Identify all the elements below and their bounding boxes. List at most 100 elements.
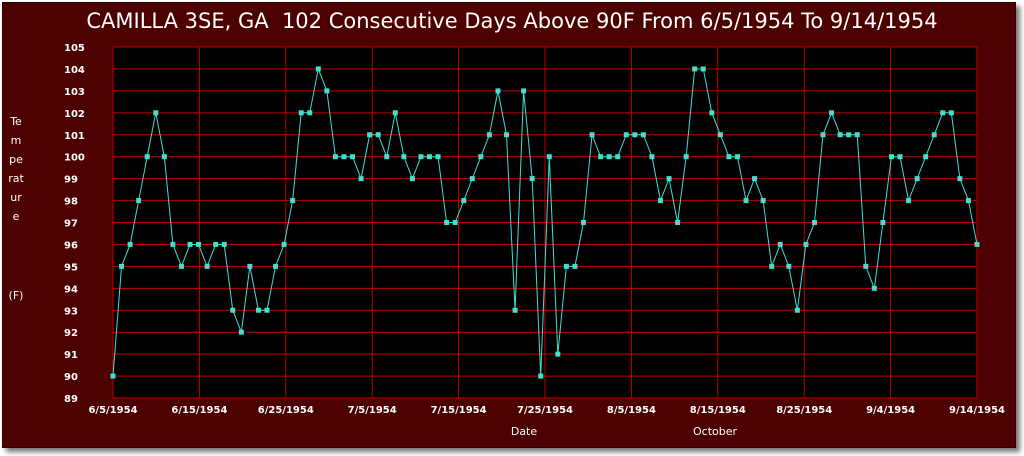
data-point [324,88,330,94]
y-tick-label: 99 [64,175,78,186]
data-point [666,176,672,182]
data-point [615,154,621,160]
data-point [734,154,740,160]
data-point [957,176,963,182]
data-point [598,154,604,160]
data-point [854,132,860,138]
data-point [461,198,467,204]
data-point [940,110,946,116]
data-point [726,154,732,160]
data-point [777,241,783,247]
x-tick-label: 6/25/1954 [258,405,314,416]
data-point [367,132,373,138]
data-point [974,241,980,247]
data-point [717,132,723,138]
y-tick-label: 94 [64,284,78,295]
data-point [290,198,296,204]
data-point [161,154,167,160]
data-point [247,263,253,269]
data-point [127,241,133,247]
data-point [880,220,886,225]
data-point [546,154,552,160]
y-tick-label: 95 [64,262,78,273]
y-tick-label: 91 [64,350,78,361]
data-point [863,263,869,269]
data-point [931,132,937,138]
data-point [119,263,125,269]
x-tick-label: 8/25/1954 [776,405,832,416]
data-point [572,263,578,269]
data-point [255,307,261,313]
data-point [204,263,210,269]
x-tick-label: 8/15/1954 [690,405,746,416]
data-point [444,220,450,225]
data-point [307,110,313,116]
data-point [923,154,929,160]
data-point [332,154,338,160]
data-point [700,66,706,72]
data-point [632,132,638,138]
data-point [657,198,663,204]
y-tick-label: 96 [64,240,78,251]
data-point [350,154,356,160]
x-tick-label: 7/25/1954 [517,405,573,416]
data-point [478,154,484,160]
data-point [965,198,971,204]
y-tick-label: 101 [64,131,85,142]
data-point [504,132,510,138]
data-point [820,132,826,138]
y-axis-unit: (F) [8,289,24,302]
x-tick-label: 9/4/1954 [866,405,915,416]
data-point [221,241,227,247]
data-point [538,373,544,379]
y-tick-label: 103 [64,87,85,98]
data-point [375,132,381,138]
y-axis-label: Temperature [8,115,24,223]
data-point [401,154,407,160]
data-point [948,110,954,116]
chart-title: CAMILLA 3SE, GA 102 Consecutive Days Abo… [86,9,938,33]
data-point [341,154,347,160]
data-point [187,241,193,247]
series-line [112,67,978,377]
data-point [196,241,202,247]
data-point [709,110,715,116]
data-point [315,66,321,72]
data-point [752,176,758,182]
data-point [580,220,586,225]
x-tick-label: 7/5/1954 [348,405,397,416]
y-tick-label: 100 [64,153,85,164]
data-point [427,154,433,160]
y-tick-label: 104 [64,65,85,76]
y-tick-label: 105 [64,43,85,54]
data-point [871,285,877,291]
data-point [281,241,287,247]
data-point [786,263,792,269]
data-point [358,176,364,182]
data-point [683,154,689,160]
data-point [392,110,398,116]
data-point [264,307,270,313]
data-point [906,198,912,204]
data-point [110,373,116,379]
data-point [230,307,236,313]
data-point [829,110,835,116]
data-point [769,263,775,269]
y-tick-label: 90 [64,372,78,383]
x-tick-label: 6/15/1954 [171,405,227,416]
y-tick-label: 102 [64,109,85,120]
plot-border [112,46,978,399]
data-point [298,110,304,116]
data-point [640,132,646,138]
data-point [529,176,535,182]
data-point [888,154,894,160]
data-point [512,307,518,313]
x-axis-note: October [692,425,738,438]
data-point [273,263,279,269]
data-point [170,241,176,247]
data-point [623,132,629,138]
data-point [136,198,142,204]
data-point [409,176,415,182]
data-point [794,307,800,313]
x-tick-label: 9/14/1954 [949,405,1005,416]
